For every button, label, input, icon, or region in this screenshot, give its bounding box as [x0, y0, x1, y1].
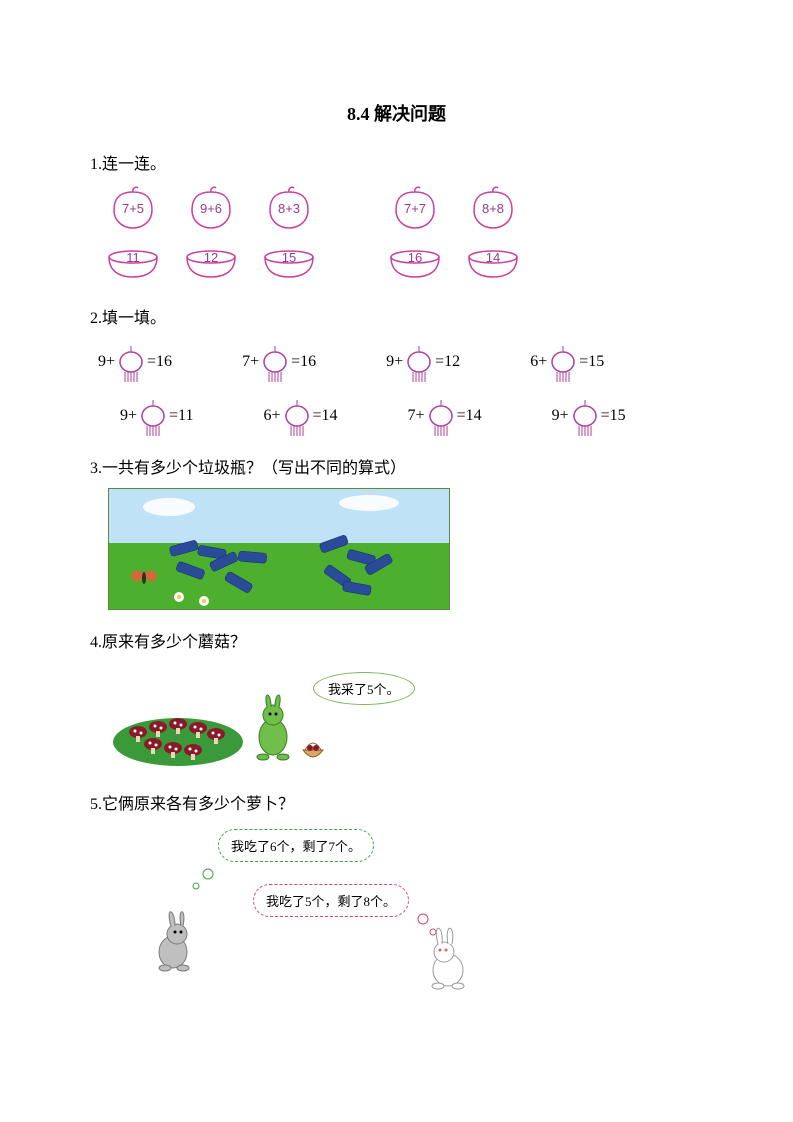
- q1-bowls-row: 11 12 15 16 14: [108, 242, 703, 286]
- lantern-equation: 6+ =14: [263, 396, 337, 436]
- bowl-item: 15: [264, 242, 314, 286]
- svg-text:14: 14: [486, 250, 500, 265]
- apple-item: 8+3: [264, 186, 314, 230]
- q5-speech-1: 我吃了6个，剩了7个。: [218, 829, 374, 862]
- lantern-equation: 9+ =12: [386, 342, 460, 382]
- svg-text:8+3: 8+3: [278, 201, 300, 216]
- q2-label: 2.填一填。: [90, 304, 703, 328]
- svg-text:15: 15: [282, 250, 296, 265]
- lantern-icon: [427, 400, 455, 440]
- lantern-icon: [405, 346, 433, 386]
- q4-image: 我采了5个。: [108, 662, 703, 772]
- q3-label: 3.一共有多少个垃圾瓶？（写出不同的算式）: [90, 454, 703, 478]
- svg-text:9+6: 9+6: [200, 201, 222, 216]
- q3-image: [108, 488, 703, 610]
- svg-text:16: 16: [408, 250, 422, 265]
- lantern-equation: 9+ =16: [98, 342, 172, 382]
- lantern-equation: 7+ =16: [242, 342, 316, 382]
- page-title: 8.4 解决问题: [90, 100, 703, 126]
- apple-item: 9+6: [186, 186, 236, 230]
- lantern-equation: 9+ =15: [552, 396, 626, 436]
- lantern-icon: [571, 400, 599, 440]
- q1-apples-row: 7+5 9+6 8+3 7+7 8+8: [108, 186, 703, 230]
- q4-bubble: 我采了5个。: [313, 672, 415, 705]
- bowl-item: 14: [468, 242, 518, 286]
- lantern-equation: 7+ =14: [408, 396, 482, 436]
- q5-speech-2: 我吃了5个，剩了8个。: [253, 884, 409, 917]
- q5-image: 我吃了6个，剩了7个。 我吃了5个，剩了8个。: [108, 824, 703, 994]
- q2-row2: 9+ =11 6+ =14 7+ =14 9+ =15: [120, 396, 703, 436]
- lantern-icon: [117, 346, 145, 386]
- svg-text:7+7: 7+7: [404, 201, 426, 216]
- lantern-icon: [139, 400, 167, 440]
- apple-item: 7+7: [390, 186, 440, 230]
- bowl-item: 11: [108, 242, 158, 286]
- lantern-equation: 9+ =11: [120, 396, 193, 436]
- svg-text:8+8: 8+8: [482, 201, 504, 216]
- svg-text:7+5: 7+5: [122, 201, 144, 216]
- q4-label: 4.原来有多少个蘑菇？: [90, 628, 703, 652]
- q5-label: 5.它俩原来各有多少个萝卜？: [90, 790, 703, 814]
- q1-label: 1.连一连。: [90, 150, 703, 174]
- lantern-icon: [283, 400, 311, 440]
- q2-row1: 9+ =16 7+ =16 9+ =12 6+ =15: [98, 342, 703, 382]
- apple-item: 8+8: [468, 186, 518, 230]
- bowl-item: 12: [186, 242, 236, 286]
- lantern-icon: [549, 346, 577, 386]
- svg-text:11: 11: [126, 250, 140, 265]
- lantern-icon: [261, 346, 289, 386]
- lantern-equation: 6+ =15: [530, 342, 604, 382]
- eq-rhs: =16: [147, 353, 172, 371]
- eq-lhs: 9+: [98, 353, 115, 371]
- svg-text:12: 12: [204, 250, 218, 265]
- apple-item: 7+5: [108, 186, 158, 230]
- bowl-item: 16: [390, 242, 440, 286]
